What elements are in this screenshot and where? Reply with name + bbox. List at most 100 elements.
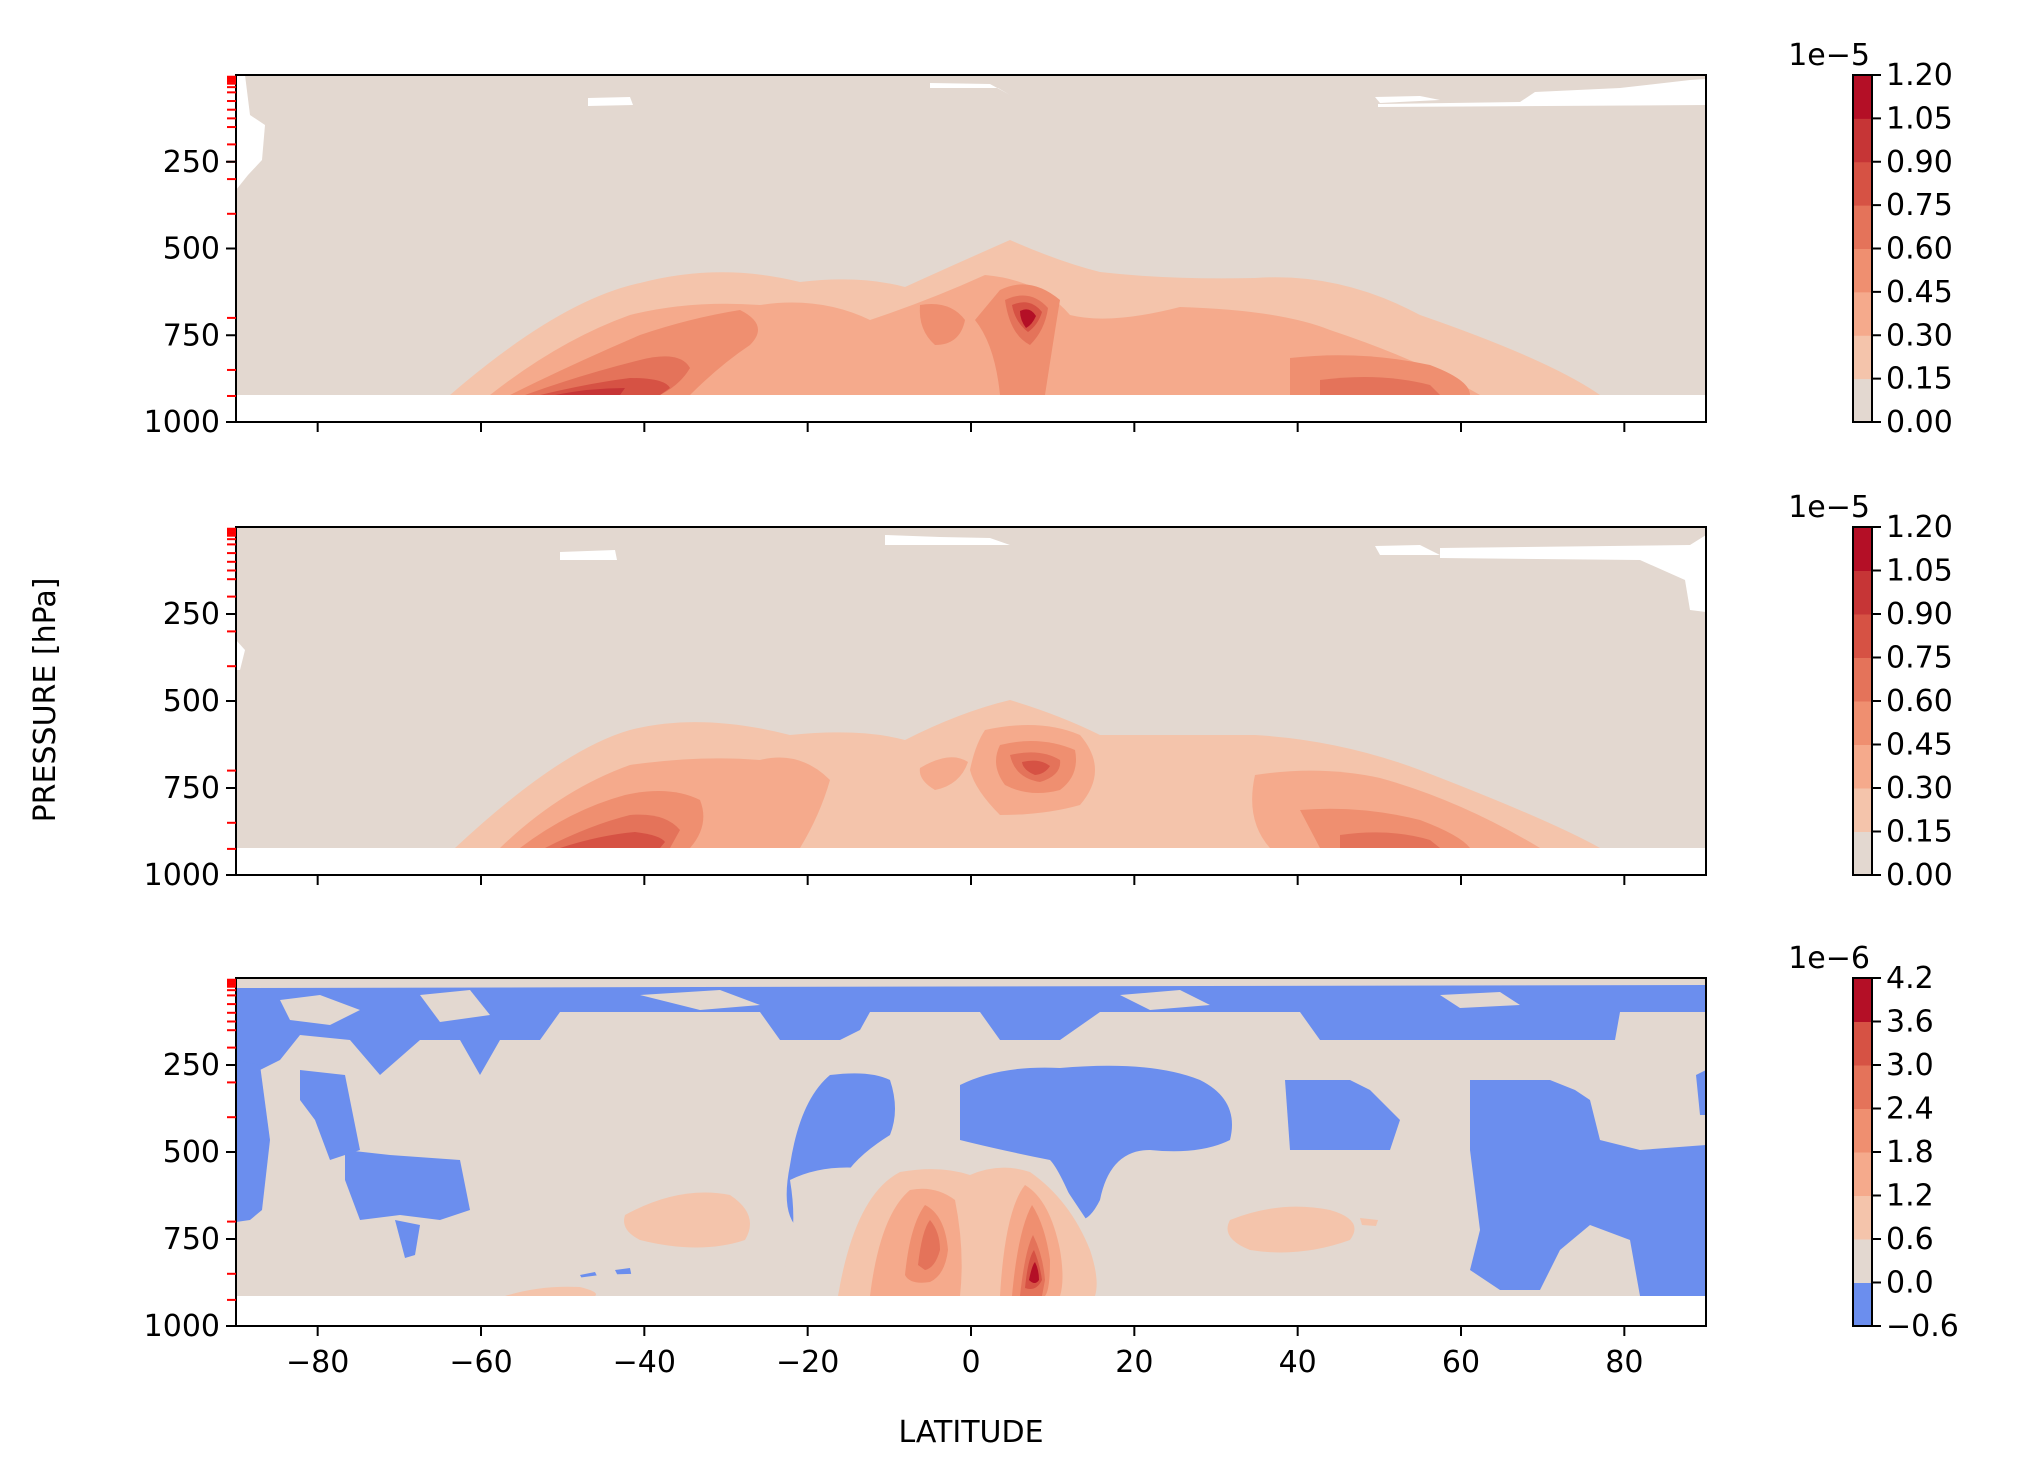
x-tick-label: 0: [961, 1345, 980, 1380]
level-neg: [1285, 1080, 1400, 1150]
colorbar-tick-label: 1.20: [1886, 58, 1953, 93]
level-neg: [236, 1060, 270, 1222]
colorbar-segment: [1853, 291, 1872, 336]
y-tick-label: 500: [163, 232, 220, 267]
level-0.45: [510, 310, 758, 395]
colorbar-tick-label: 3.6: [1886, 1005, 1934, 1040]
x-tick-label: −80: [286, 1345, 349, 1380]
y-tick-label: 500: [163, 1135, 220, 1170]
level-1.05: [1020, 309, 1036, 328]
y-tick-label: 750: [163, 771, 220, 806]
level-0.0: [1120, 990, 1210, 1010]
y-tick-label: 250: [163, 597, 220, 632]
colorbar-offset-label: 1e−6: [1788, 941, 1870, 976]
y-axis-label: PRESSURE [hPa]: [28, 578, 63, 823]
colorbar-segment: [1853, 378, 1872, 423]
missing-data: [1440, 535, 1706, 612]
x-axis-label: LATITUDE: [898, 1415, 1043, 1450]
colorbar-segment: [1853, 161, 1872, 206]
colorbar-tick-label: 0.45: [1886, 275, 1953, 310]
colorbar-tick-label: 0.75: [1886, 188, 1953, 223]
level-neg: [1470, 1080, 1706, 1296]
colorbar-segment: [1853, 1282, 1872, 1327]
x-tick-label: 60: [1442, 1345, 1480, 1380]
colorbar-offset-label: 1e−5: [1788, 490, 1870, 525]
colorbar-tick-label: 0.90: [1886, 597, 1953, 632]
colorbar-tick-label: 1.8: [1886, 1135, 1934, 1170]
colorbar-tick-label: 4.2: [1886, 961, 1934, 996]
colorbar-offset-label: 1e−5: [1788, 38, 1870, 73]
colorbar-tick-label: 1.20: [1886, 510, 1953, 545]
colorbar-tick-label: 0.15: [1886, 362, 1953, 397]
colorbar-segment: [1853, 614, 1872, 658]
colorbar-segment: [1853, 118, 1872, 163]
missing-data: [1375, 545, 1440, 555]
colorbar-tick-label: 0.75: [1886, 641, 1953, 676]
missing-data: [1375, 96, 1440, 103]
level-neg: [960, 1065, 1232, 1220]
y-tick-label: 1000: [144, 405, 220, 440]
x-tick-label: 20: [1115, 1345, 1153, 1380]
colorbar-segment: [1853, 75, 1872, 119]
colorbar-tick-label: 0.90: [1886, 145, 1953, 180]
missing-data: [236, 75, 265, 190]
level-0.60: [1340, 832, 1440, 848]
level-0.75: [1022, 760, 1050, 775]
colorbar-tick-label: 2.4: [1886, 1092, 1934, 1127]
colorbar-tick-label: 0.00: [1886, 405, 1953, 440]
x-tick-label: −20: [776, 1345, 839, 1380]
panel-3-field: [236, 978, 1706, 1326]
colorbar-tick-label: 0.60: [1886, 684, 1953, 719]
colorbar-segment: [1853, 978, 1872, 1022]
colorbar-tick-label: 1.05: [1886, 554, 1953, 589]
level-0.6: [624, 1192, 750, 1248]
y-tick-label: 750: [163, 1222, 220, 1257]
x-tick-label: 40: [1279, 1345, 1317, 1380]
x-tick-label: −60: [449, 1345, 512, 1380]
panel-2-field: [236, 527, 1706, 875]
colorbar-segment: [1853, 788, 1872, 832]
missing-data: [560, 550, 617, 560]
level-0.0: [420, 990, 490, 1022]
colorbar-segment: [1853, 657, 1872, 702]
level-3.6: [1029, 1262, 1039, 1283]
level-0.45: [919, 304, 965, 345]
level-neg: [1696, 1070, 1706, 1115]
level-0.6: [505, 1286, 596, 1296]
missing-data: [1378, 79, 1706, 107]
level-neg: [395, 1220, 420, 1258]
y-tick-label: 1000: [144, 1309, 220, 1344]
colorbar-tick-label: 0.15: [1886, 815, 1953, 850]
colorbar-tick-label: 1.2: [1886, 1179, 1934, 1214]
level-0.0: [280, 995, 360, 1025]
level-2.4: [918, 1220, 940, 1270]
level-neg: [345, 1150, 470, 1220]
colorbar-segment: [1853, 570, 1872, 615]
colorbar-segment: [1853, 701, 1872, 745]
colorbar-segment: [1853, 248, 1872, 293]
colorbar-segment: [1853, 1021, 1872, 1066]
colorbar-segment: [1853, 527, 1872, 571]
colorbar-segment: [1853, 831, 1872, 876]
x-tick-label: −40: [613, 1345, 676, 1380]
missing-data: [588, 97, 633, 106]
colorbar-tick-label: −0.6: [1886, 1309, 1959, 1344]
level-0.90: [555, 388, 625, 395]
missing-data: [236, 1296, 1706, 1326]
colorbar-segment: [1853, 205, 1872, 249]
level-0.6: [1227, 1206, 1355, 1253]
level-0.30: [919, 757, 968, 790]
colorbar-segment: [1853, 1108, 1872, 1153]
colorbar-tick-label: 0.6: [1886, 1222, 1934, 1257]
panel-1-field: [236, 75, 1706, 422]
colorbar-segment: [1853, 744, 1872, 789]
colorbar-tick-label: 3.0: [1886, 1048, 1934, 1083]
missing-data: [885, 535, 1010, 545]
y-tick-label: 250: [163, 1048, 220, 1083]
level-0.0: [640, 990, 760, 1010]
missing-data: [930, 83, 1010, 95]
level-0.60: [1320, 376, 1440, 395]
missing-data: [236, 395, 1706, 422]
panel-1: [236, 75, 1706, 422]
